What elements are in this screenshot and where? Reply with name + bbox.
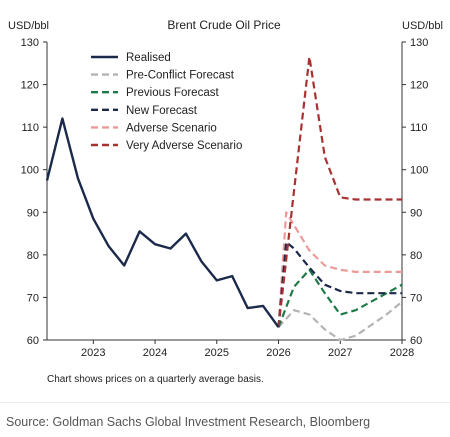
series-line-very-adverse-scenario (277, 55, 402, 328)
y-tick-label-left: 120 (21, 80, 39, 92)
legend-label-pre-conflict-forecast: Pre-Conflict Forecast (126, 70, 235, 82)
y-tick-label-right: 70 (410, 292, 422, 304)
legend-label-previous-forecast: Previous Forecast (126, 87, 219, 99)
y-tick-label-left: 130 (21, 37, 39, 49)
y-tick-label-right: 80 (410, 250, 422, 262)
y-tick-label-right: 110 (410, 122, 428, 134)
x-tick-label: 2023 (81, 347, 105, 359)
x-tick-label: 2027 (328, 347, 352, 359)
y-tick-label-right: 100 (410, 165, 428, 177)
y-tick-label-right: 90 (410, 207, 422, 219)
series-line-pre-conflict-forecast (277, 300, 403, 342)
y-tick-label-right: 130 (410, 37, 428, 49)
x-tick-label: 2024 (143, 347, 167, 359)
x-tick-label: 2028 (390, 347, 414, 359)
legend: Realised Pre-Conflict Forecast Previous Fo… (91, 52, 242, 152)
y-tick-label-right: 120 (410, 80, 428, 92)
series-line-previous-forecast (277, 268, 403, 328)
legend-label-very-adverse-scenario: Very Adverse Scenario (126, 140, 242, 152)
y-tick-label-left: 100 (21, 165, 39, 177)
series-line-realised (45, 117, 280, 328)
axes: 60 60 70 70 80 80 90 90 100 100 110 110 120 120 130 130… (21, 37, 429, 359)
y-tick-label-left: 70 (27, 292, 39, 304)
y-tick-label-left: 110 (21, 122, 39, 134)
y-tick-label-left: 90 (27, 207, 39, 219)
legend-label-new-forecast: New Forecast (126, 105, 198, 117)
x-tick-label: 2026 (266, 347, 290, 359)
series-line-adverse-scenario (277, 211, 402, 328)
chart-title: Brent Crude Oil Price (167, 18, 281, 32)
divider (0, 402, 450, 403)
y-tick-label-left: 60 (27, 335, 39, 347)
y-axis-label-left: USD/bbl (8, 20, 49, 32)
legend-label-adverse-scenario: Adverse Scenario (126, 122, 217, 134)
y-tick-label-right: 60 (410, 335, 422, 347)
source-caption: Source: Goldman Sachs Global Investment … (6, 415, 371, 429)
chart-note: Chart shows prices on a quarterly averag… (47, 374, 264, 385)
legend-label-realised: Realised (126, 52, 171, 64)
x-tick-label: 2025 (205, 347, 229, 359)
y-axis-label-right: USD/bbl (402, 20, 443, 32)
series-lines (45, 55, 403, 342)
series-line-new-forecast (277, 241, 402, 328)
y-tick-label-left: 80 (27, 250, 39, 262)
